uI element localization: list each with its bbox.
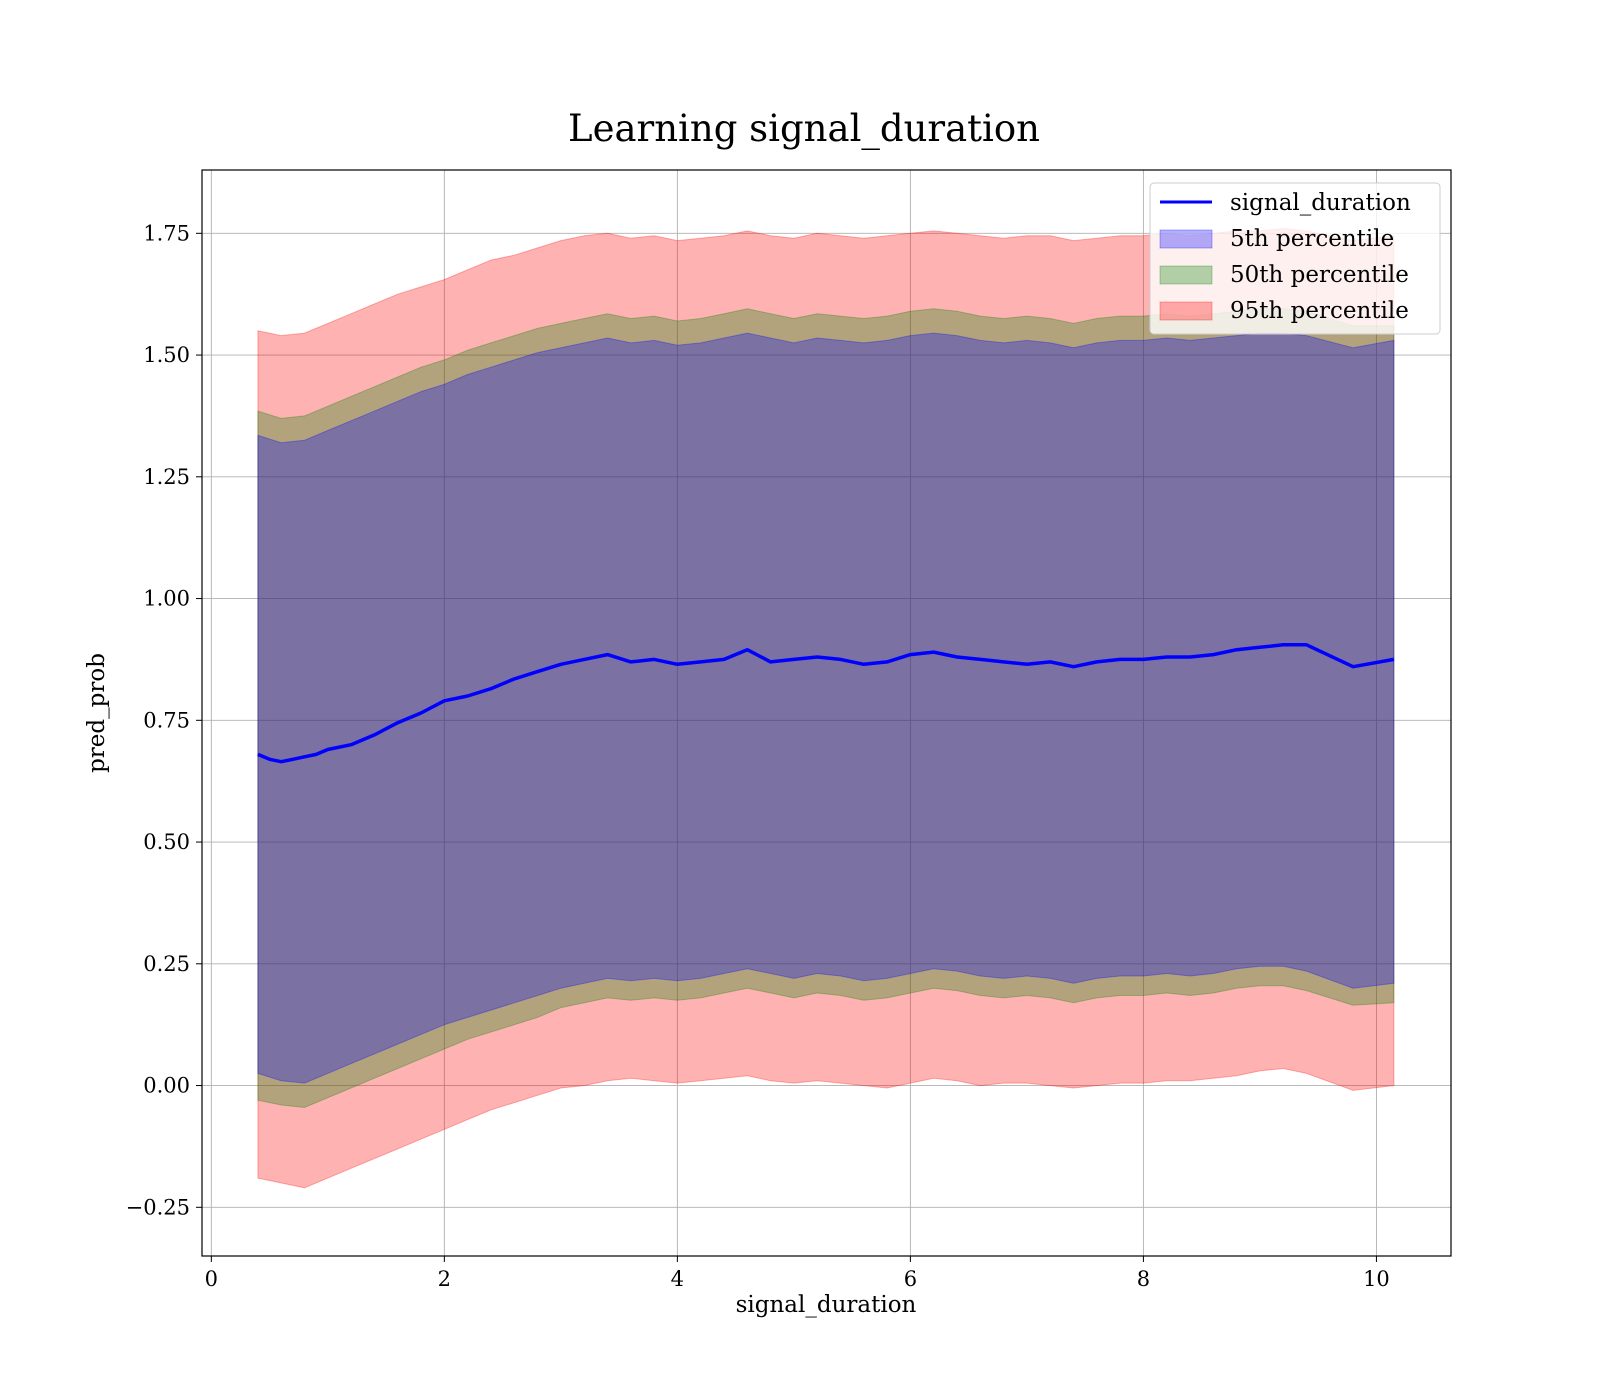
chart-title: Learning signal_duration — [568, 107, 1040, 151]
legend-swatch-95th — [1159, 301, 1213, 321]
legend-label-line: signal_duration — [1230, 190, 1411, 216]
x-axis-label: signal_duration — [736, 1292, 917, 1318]
percentile-bands — [257, 227, 1395, 1189]
mean-line-group — [257, 643, 1395, 764]
band-5th-percentile — [257, 332, 1395, 1084]
x-tick-label: 2 — [438, 1267, 451, 1291]
plot-frame — [201, 169, 1452, 1257]
grid — [202, 170, 1451, 1256]
y-tick-label: 0.00 — [143, 1074, 190, 1098]
band-95th-percentile — [257, 227, 1395, 1189]
x-tick-label: 0 — [205, 1267, 218, 1291]
y-tick-label: 1.75 — [143, 221, 190, 245]
y-axis-label: pred_prob — [84, 653, 110, 773]
y-tick-label: 0.50 — [143, 830, 190, 854]
legend-frame — [1149, 182, 1441, 335]
y-tick-label: −0.25 — [126, 1195, 190, 1219]
mean-line — [257, 643, 1395, 764]
y-tick-label: 1.25 — [143, 465, 190, 489]
legend-label-5th: 5th percentile — [1230, 226, 1394, 252]
y-tick-label: 1.50 — [143, 343, 190, 367]
ticks: 0 2 4 6 8 10 −0.25 0.00 0.25 0.50 0.75 1.00 1.25 1.50… — [126, 221, 1390, 1291]
legend: signal_duration 5th percentile 50th perc… — [1149, 182, 1441, 335]
x-tick-label: 8 — [1137, 1267, 1150, 1291]
y-tick-label: 1.00 — [143, 587, 190, 611]
y-tick-label: 0.25 — [143, 952, 190, 976]
legend-swatch-50th — [1159, 265, 1213, 285]
x-tick-label: 4 — [671, 1267, 684, 1291]
x-tick-label: 6 — [904, 1267, 917, 1291]
x-tick-label: 10 — [1363, 1267, 1390, 1291]
legend-label-95th: 95th percentile — [1230, 298, 1409, 324]
y-tick-label: 0.75 — [143, 708, 190, 732]
band-50th-percentile — [257, 308, 1395, 1109]
legend-swatch-5th — [1159, 229, 1213, 249]
legend-label-50th: 50th percentile — [1230, 262, 1409, 288]
